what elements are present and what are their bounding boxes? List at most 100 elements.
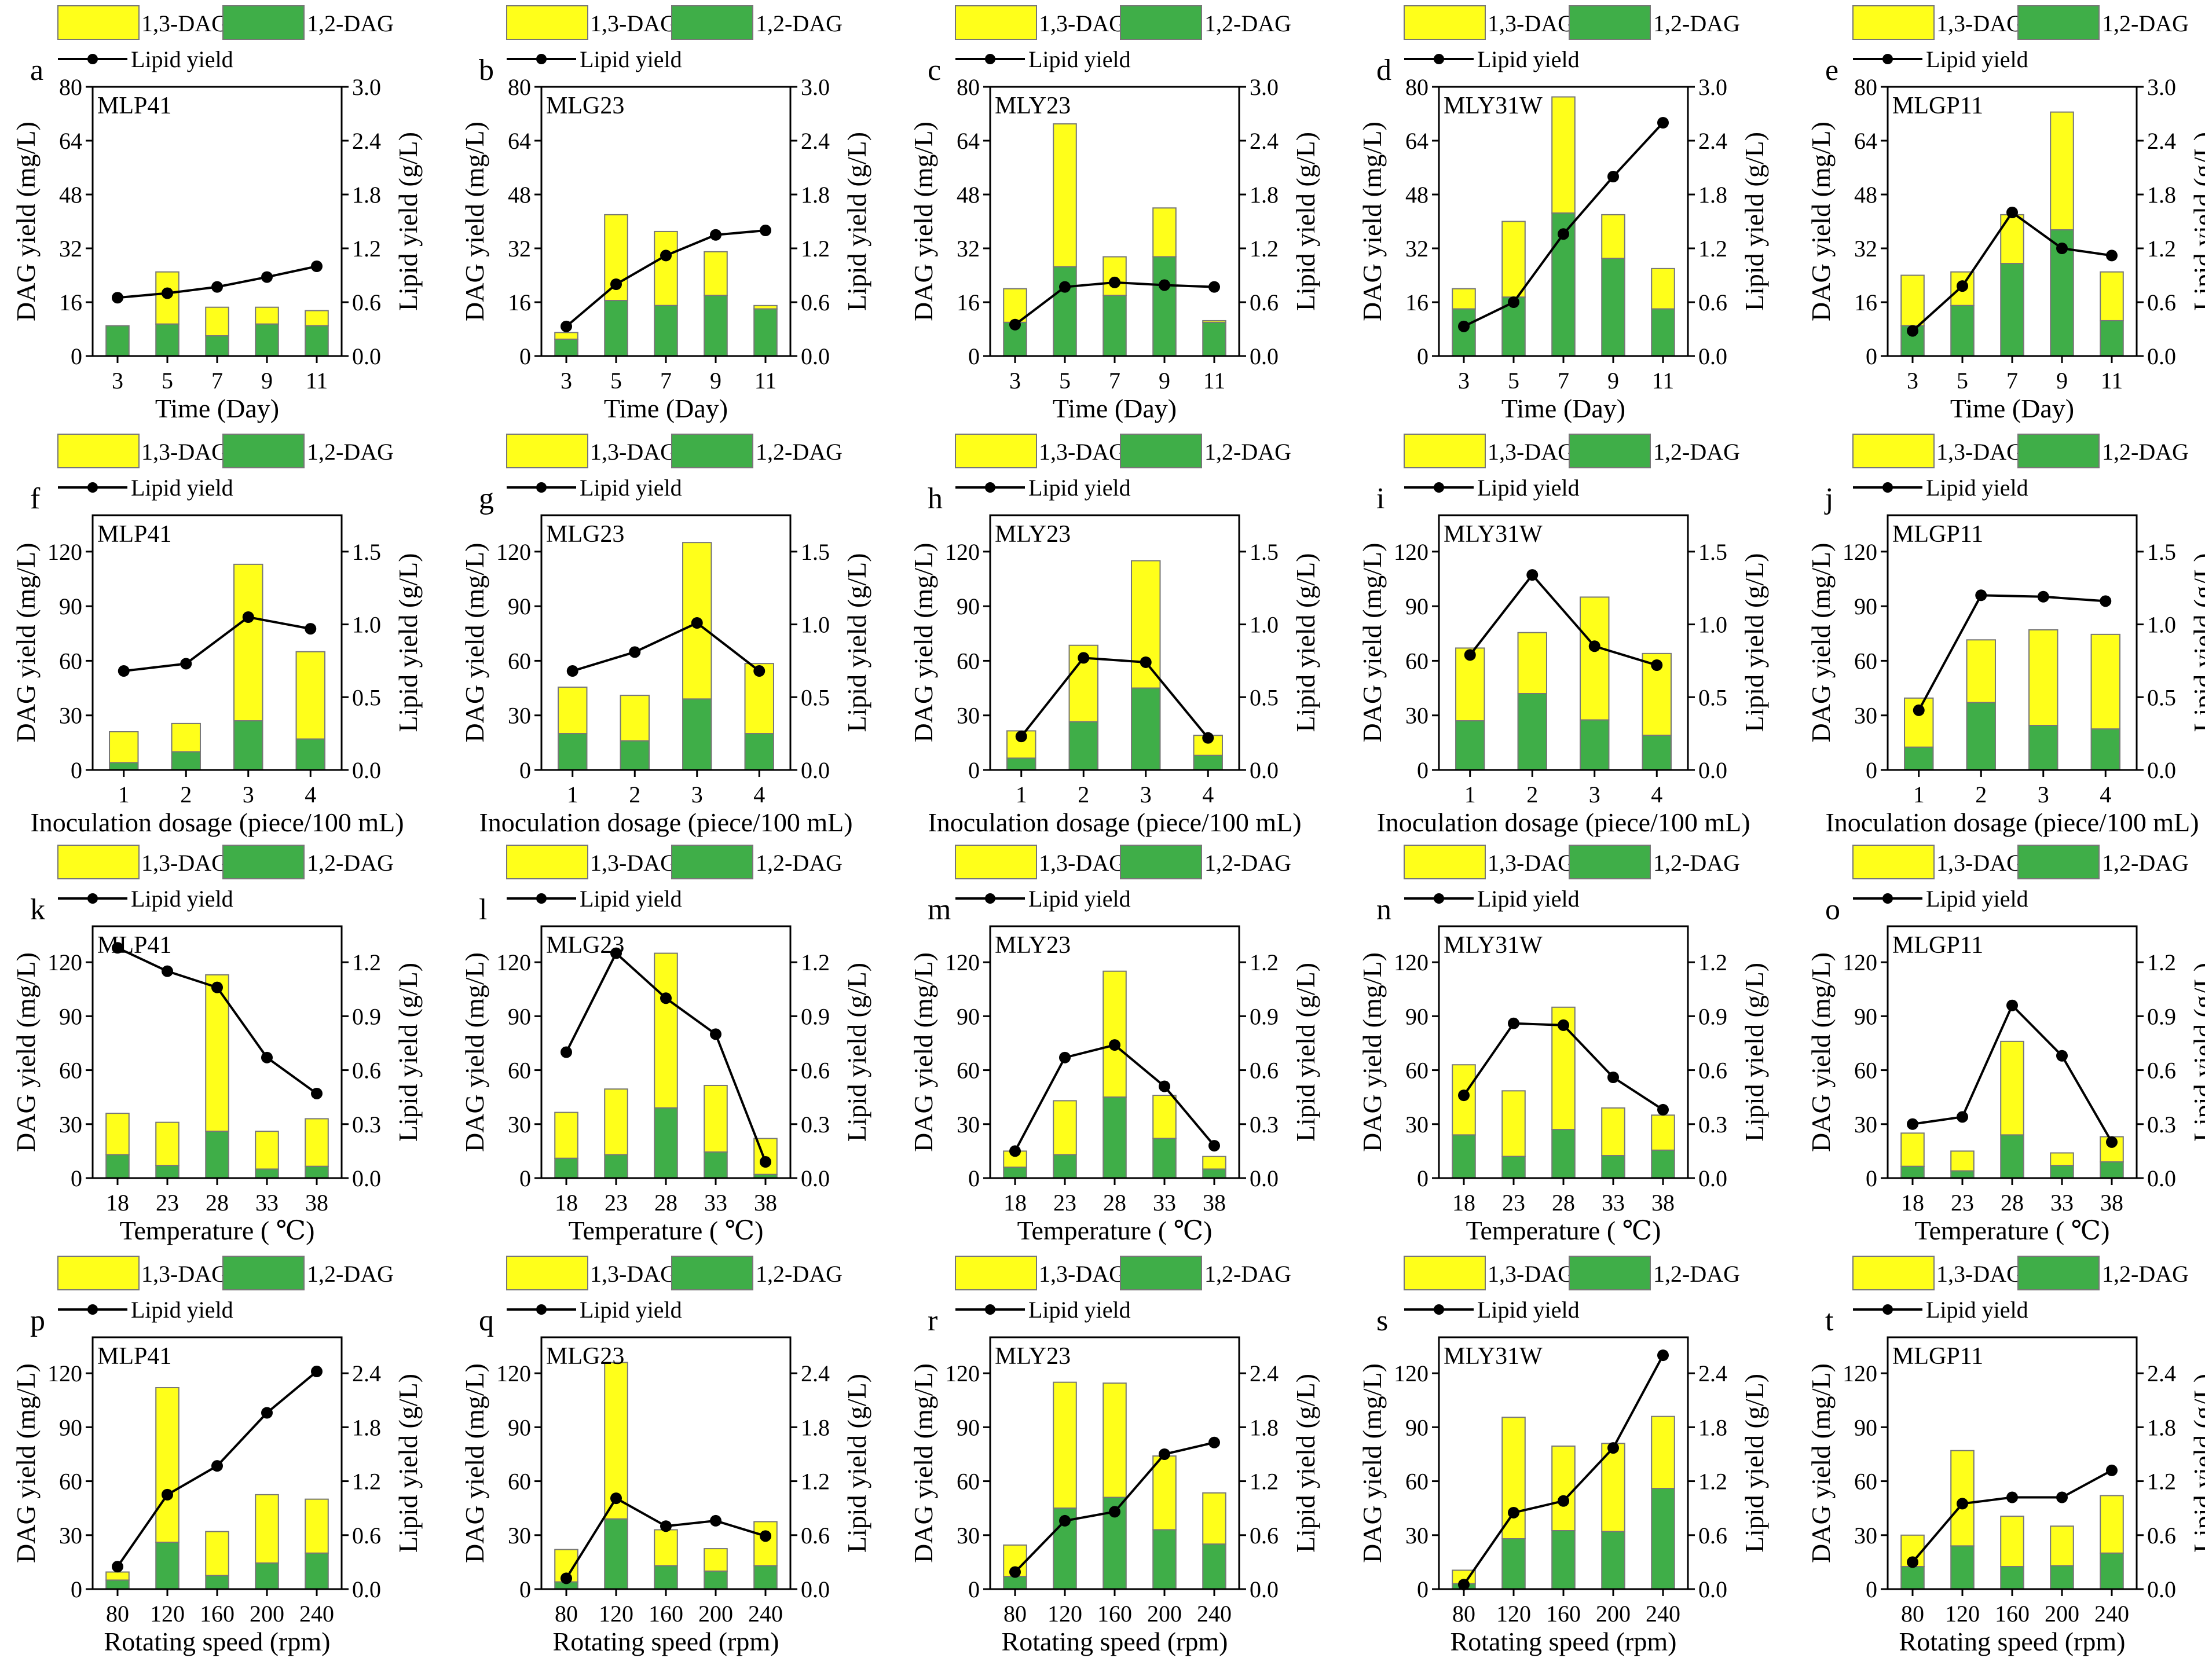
bar-12dag	[1152, 1529, 1177, 1590]
legend-label-12dag: 1,2-DAG	[307, 439, 394, 465]
x-tick-label: 240	[2094, 1601, 2129, 1627]
left-tick-label: 90	[1405, 1003, 1429, 1029]
bar-13dag	[1601, 1107, 1625, 1157]
lipid-point	[2006, 207, 2018, 218]
strain-label: MLG23	[546, 521, 624, 548]
right-tick-label: 0.6	[1698, 1058, 1727, 1084]
bar-12dag	[1950, 1545, 1975, 1590]
legend-label-13dag: 1,3-DAG	[1936, 1261, 2023, 1287]
left-tick-label: 90	[1854, 593, 1877, 619]
x-tick-label: 11	[2101, 368, 2123, 394]
bar-13dag	[2100, 271, 2124, 321]
lipid-point	[311, 1087, 323, 1099]
lipid-point	[1651, 659, 1663, 671]
x-tick-label: 11	[1203, 368, 1226, 394]
panel-l: 1,3-DAG 1,2-DAG Lipid yield l 0 30 60 90 120 0.0 0…	[460, 845, 871, 1245]
lipid-point	[1109, 276, 1120, 288]
left-tick-label: 60	[59, 648, 82, 674]
strain-label: MLY23	[995, 93, 1071, 119]
lipid-point	[1907, 1118, 1918, 1130]
left-tick-label: 60	[59, 1058, 82, 1084]
strain-label: MLY23	[995, 1343, 1071, 1370]
left-tick-label: 120	[47, 949, 82, 975]
right-tick-label: 2.4	[352, 1360, 381, 1386]
right-tick-label: 1.0	[1698, 612, 1727, 638]
legend-swatch-12dag	[1120, 434, 1202, 468]
legend-swatch-12dag	[671, 434, 753, 468]
lipid-point	[1957, 1111, 1968, 1123]
x-tick-label: 160	[200, 1601, 235, 1627]
bar-12dag	[2100, 1161, 2124, 1179]
lipid-point	[1558, 228, 1569, 240]
lipid-point	[660, 250, 672, 262]
x-tick-label: 7	[2006, 368, 2018, 394]
left-axis-title: DAG yield (mg/L)	[1806, 543, 1836, 743]
strain-label: MLG23	[546, 932, 624, 959]
bar-13dag	[704, 1548, 728, 1572]
lipid-point	[1558, 1019, 1569, 1031]
right-tick-label: 0.0	[1250, 1165, 1279, 1191]
panel-letter: k	[30, 893, 45, 926]
x-axis-title: Inoculation dosage (piece/100 mL)	[479, 808, 852, 837]
bar-13dag	[554, 1112, 578, 1159]
x-tick-label: 3	[1589, 782, 1600, 808]
lipid-point	[561, 320, 572, 332]
bar-12dag	[753, 1565, 778, 1590]
x-tick-label: 120	[150, 1601, 185, 1627]
legend-label-lipid: Lipid yield	[1477, 46, 1580, 72]
x-tick-label: 33	[704, 1190, 727, 1216]
left-tick-label: 0	[71, 343, 82, 369]
x-tick-label: 18	[1003, 1190, 1027, 1216]
right-tick-label: 1.2	[1698, 949, 1727, 975]
x-axis-title: Time (Day)	[1501, 394, 1625, 423]
left-axis-title: DAG yield (mg/L)	[460, 543, 489, 743]
bar-12dag	[1601, 1531, 1625, 1590]
bar-13dag	[704, 251, 728, 296]
x-tick-label: 80	[1452, 1601, 1475, 1627]
strain-label: MLY23	[995, 932, 1071, 959]
left-tick-label: 120	[945, 1360, 980, 1386]
lipid-point	[1078, 652, 1090, 664]
x-tick-label: 9	[1607, 368, 1619, 394]
right-axis-title: Lipid yield (g/L)	[2188, 553, 2205, 732]
right-tick-label: 0.5	[801, 684, 830, 710]
lipid-point	[211, 1460, 223, 1472]
lipid-point	[1957, 280, 1968, 292]
lipid-point	[2037, 590, 2049, 603]
bar-13dag	[1651, 1415, 1675, 1490]
panel-letter: j	[1824, 482, 1833, 515]
right-axis-title: Lipid yield (g/L)	[2188, 963, 2205, 1142]
left-tick-label: 64	[1405, 128, 1429, 154]
strain-label: MLP41	[97, 521, 171, 548]
right-axis-title: Lipid yield (g/L)	[1291, 553, 1320, 732]
x-tick-label: 5	[1957, 368, 1968, 394]
right-tick-label: 0.5	[1250, 684, 1279, 710]
left-axis-title: DAG yield (mg/L)	[909, 122, 938, 321]
left-tick-label: 60	[508, 1469, 531, 1495]
left-tick-label: 16	[957, 289, 980, 316]
bar-13dag	[1501, 221, 1526, 298]
lipid-point	[261, 1051, 273, 1063]
lipid-point	[1458, 1090, 1470, 1102]
lipid-point	[2106, 1464, 2118, 1476]
legend-marker-lipid	[536, 482, 547, 493]
legend-label-lipid: Lipid yield	[580, 886, 682, 912]
lipid-point	[1159, 1448, 1170, 1460]
left-tick-label: 30	[508, 703, 531, 729]
lipid-point	[1508, 296, 1519, 308]
right-tick-label: 1.2	[1250, 236, 1279, 262]
right-tick-label: 0.0	[2147, 1165, 2176, 1191]
right-tick-label: 2.4	[2147, 1360, 2176, 1386]
right-tick-label: 0.6	[2147, 1523, 2176, 1549]
legend-label-12dag: 1,2-DAG	[756, 850, 843, 876]
left-tick-label: 60	[957, 648, 980, 674]
x-tick-label: 3	[1907, 368, 1918, 394]
x-tick-label: 9	[261, 368, 273, 394]
right-tick-label: 0.0	[801, 1576, 830, 1602]
bar-13dag	[305, 1118, 329, 1167]
lipid-point	[2056, 243, 2068, 254]
right-axis-title: Lipid yield (g/L)	[842, 553, 871, 732]
right-axis-title: Lipid yield (g/L)	[842, 963, 871, 1142]
lipid-point	[1015, 731, 1027, 743]
lipid-point	[1202, 732, 1214, 744]
